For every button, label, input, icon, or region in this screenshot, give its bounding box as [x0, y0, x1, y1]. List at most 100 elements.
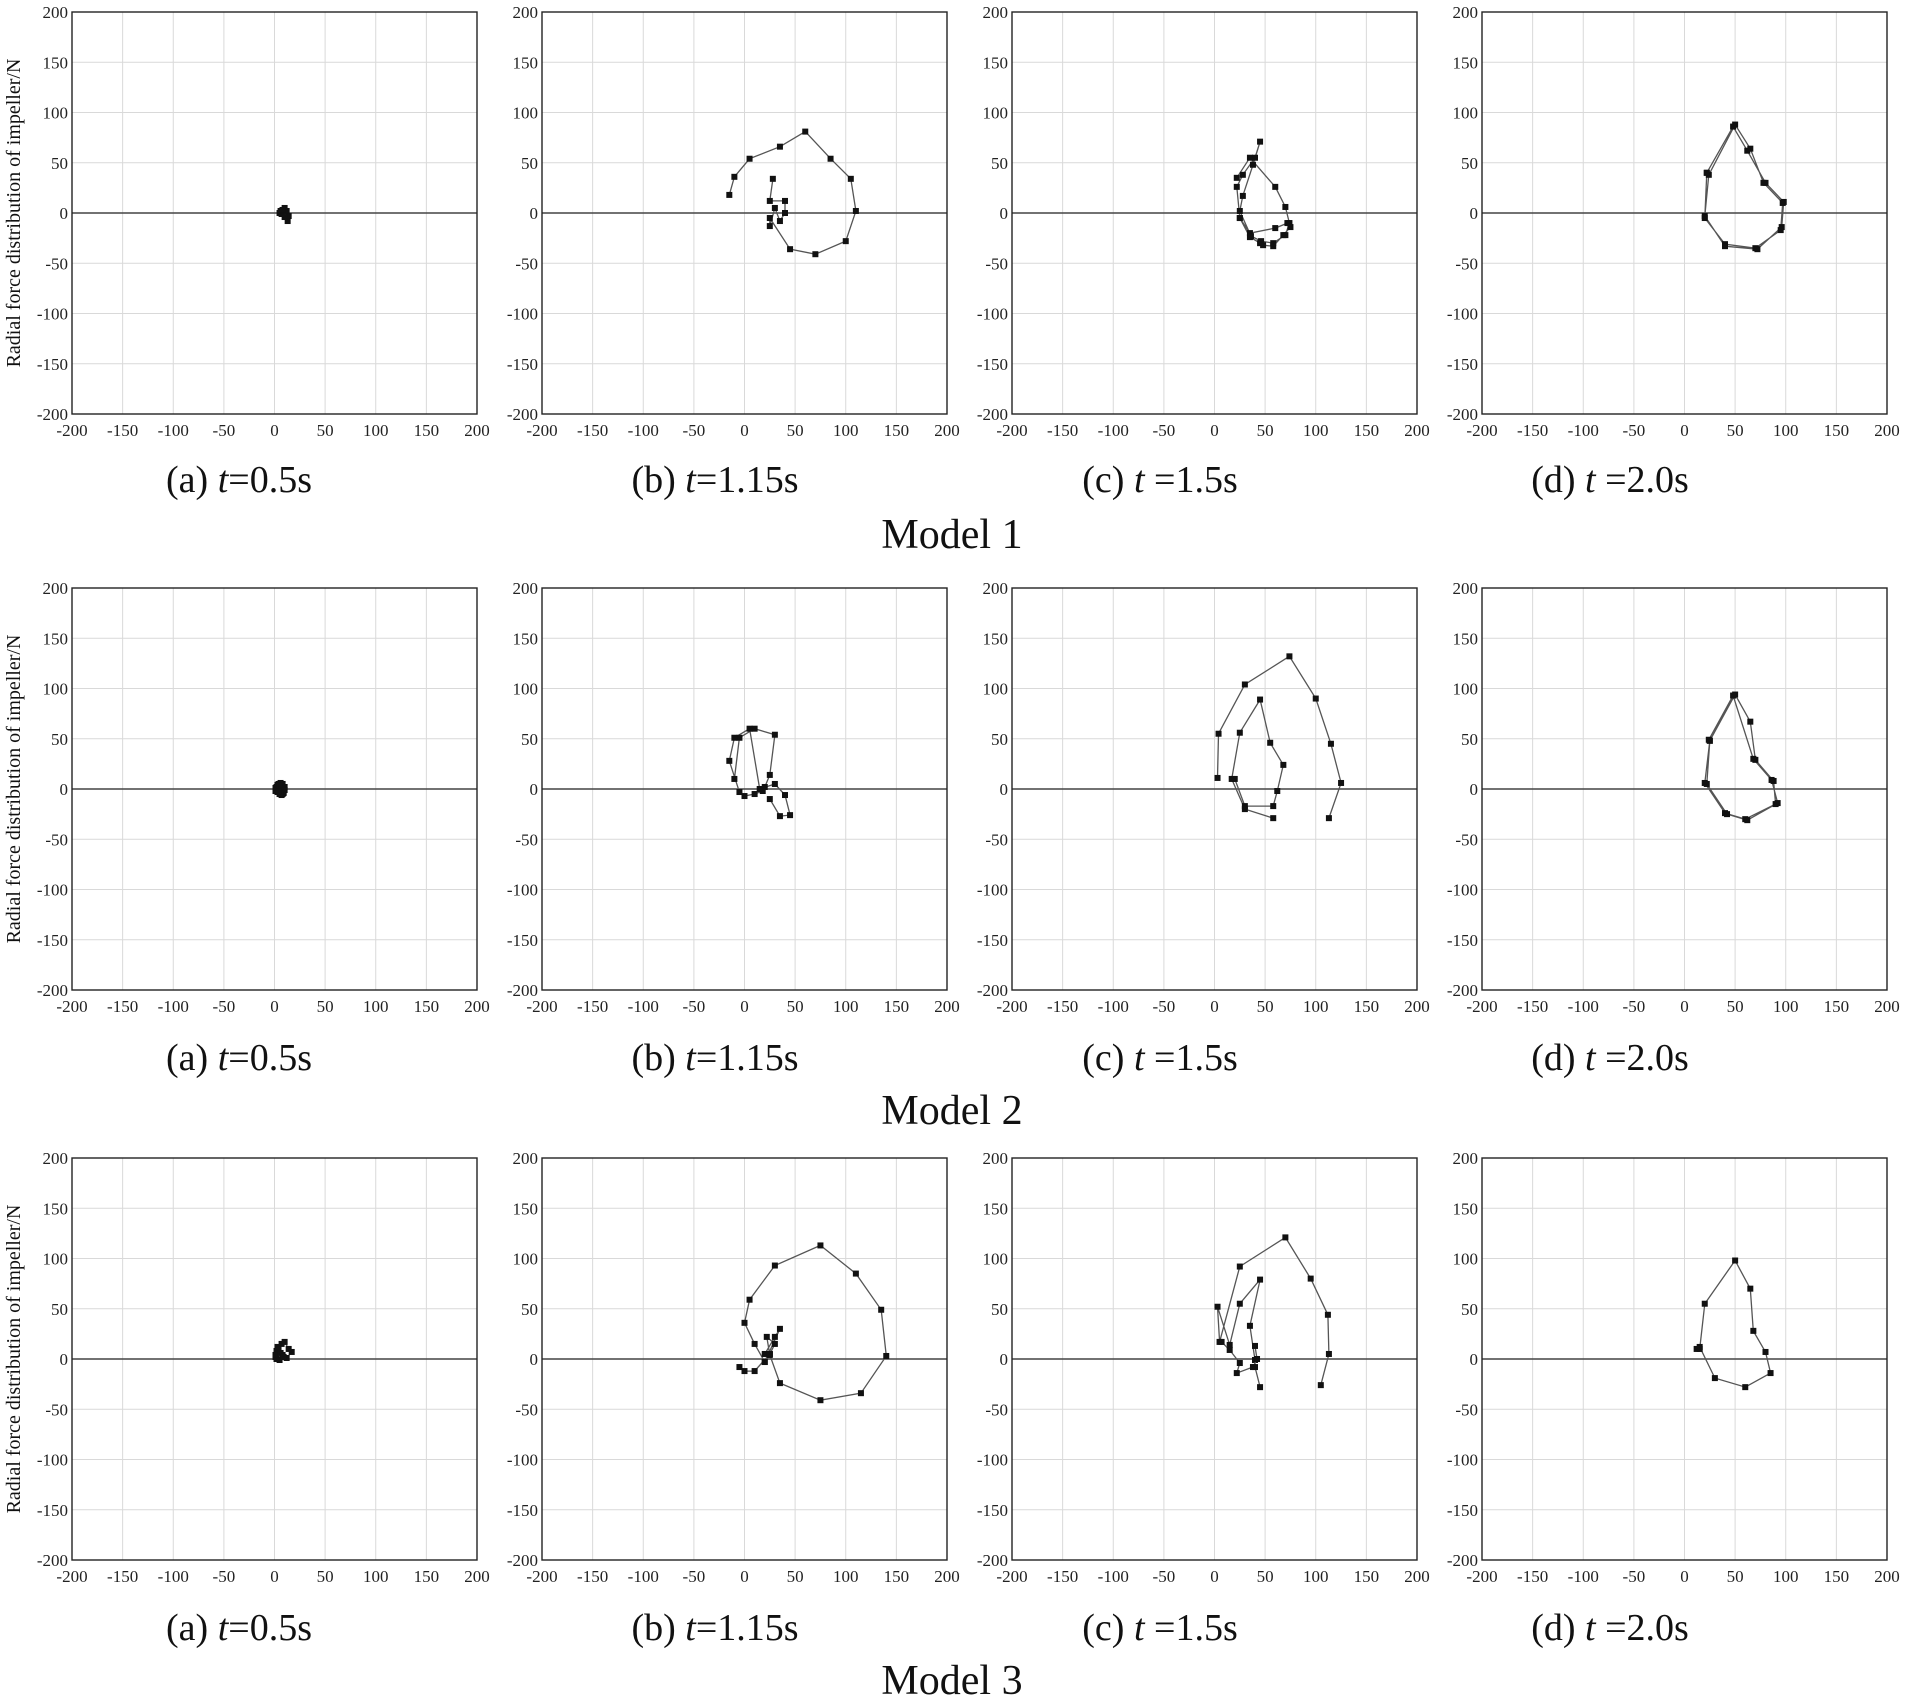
data-point-marker [1270, 240, 1277, 247]
x-tick-label: -100 [1568, 997, 1599, 1016]
y-tick-label: -100 [977, 1451, 1008, 1470]
x-tick-label: -50 [213, 421, 236, 440]
y-tick-label: 0 [1470, 204, 1479, 223]
data-point-marker [1744, 817, 1751, 824]
x-tick-label: -50 [683, 421, 706, 440]
y-axis-label: Radial force distribution of impeller/N [3, 635, 25, 944]
data-point-marker [1730, 123, 1737, 130]
x-tick-label: -150 [1047, 1567, 1078, 1586]
y-tick-label: 50 [991, 154, 1008, 173]
data-point-marker [1246, 230, 1253, 237]
x-tick-label: 200 [464, 997, 490, 1016]
chart-panel-m1-3: -200 -150 -100 -50 0 50 100 150 200 200 150 100 50 0 -… [977, 3, 1430, 440]
data-point-marker [1693, 1345, 1700, 1352]
x-tick-label: 0 [1680, 997, 1689, 1016]
data-point-marker [842, 238, 849, 245]
chart-panel-m1-1: -200 -150 -100 -50 0 50 100 150 200 200 150 100 50 0 -… [3, 3, 490, 440]
chart-panel-m2-3: -200 -150 -100 -50 0 50 100 150 200 200 150 100 50 0 -… [977, 579, 1430, 1016]
x-tick-label: -50 [683, 1567, 706, 1586]
x-tick-label: -100 [1098, 997, 1129, 1016]
y-tick-label: 200 [43, 1149, 69, 1168]
x-tick-label: 100 [363, 421, 389, 440]
data-point-marker [278, 211, 285, 218]
data-point-marker [878, 1306, 885, 1313]
x-tick-label: 150 [884, 997, 910, 1016]
y-tick-label: -150 [977, 931, 1008, 950]
y-tick-label: 100 [1453, 680, 1479, 699]
data-point-marker [1282, 1234, 1289, 1241]
x-tick-label: -50 [1153, 997, 1176, 1016]
data-point-marker [276, 782, 283, 789]
y-tick-label: 100 [43, 680, 69, 699]
y-tick-label: -200 [37, 981, 68, 1000]
x-tick-label: -50 [683, 997, 706, 1016]
data-point-marker [1246, 1322, 1253, 1329]
x-tick-label: -50 [1623, 997, 1646, 1016]
x-tick-label: 0 [1210, 997, 1219, 1016]
y-tick-label: -50 [45, 830, 68, 849]
series-line [728, 130, 857, 255]
data-point-marker [1239, 192, 1246, 199]
data-point-marker [1260, 242, 1267, 249]
data-point-marker [771, 1333, 778, 1340]
y-tick-label: 200 [1453, 579, 1479, 598]
y-tick-label: -200 [37, 405, 68, 424]
data-point-marker [883, 1352, 890, 1359]
x-tick-label: -50 [1153, 421, 1176, 440]
y-tick-label: 150 [1453, 629, 1479, 648]
x-tick-label: 200 [934, 1567, 960, 1586]
chart-panel-m1-4: -200 -150 -100 -50 0 50 100 150 200 200 150 100 50 0 -… [1447, 3, 1900, 440]
x-tick-label: -50 [1153, 1567, 1176, 1586]
data-point-marker [1338, 779, 1345, 786]
data-point-marker [276, 1357, 283, 1364]
caption-model3-d: (d) t =2.0s [1531, 1607, 1689, 1649]
x-tick-label: 50 [317, 997, 334, 1016]
data-point-marker [279, 780, 286, 787]
plot-frame [1011, 587, 1418, 991]
y-tick-label: 150 [1453, 1199, 1479, 1218]
x-tick-label: -50 [1623, 1567, 1646, 1586]
data-point-marker [1239, 171, 1246, 178]
data-point-marker [1705, 736, 1712, 743]
x-tick-label: 50 [317, 421, 334, 440]
data-point-marker [751, 725, 758, 732]
data-point-marker [1236, 1360, 1243, 1367]
y-tick-label: -50 [1455, 830, 1478, 849]
data-point-marker [776, 143, 783, 150]
y-tick-label: -100 [1447, 881, 1478, 900]
y-tick-label: -200 [1447, 981, 1478, 1000]
model-2-panels: (a) t=0.5s (b) t=1.15s (c) t =1.5s (d) t… [166, 1037, 1689, 1134]
data-point-marker [771, 1262, 778, 1269]
data-point-marker [1214, 774, 1221, 781]
x-tick-label: 200 [464, 421, 490, 440]
data-point-marker [1252, 1342, 1258, 1349]
x-tick-label: 100 [1773, 421, 1799, 440]
y-tick-label: 150 [983, 53, 1009, 72]
data-point-marker [1247, 233, 1254, 240]
y-tick-label: 0 [1000, 1350, 1009, 1369]
y-tick-label: 150 [513, 53, 539, 72]
data-point-marker [741, 1319, 748, 1326]
x-tick-label: 100 [833, 997, 859, 1016]
series-line [728, 727, 791, 817]
data-point-marker [787, 246, 794, 253]
data-point-marker [761, 783, 768, 790]
x-tick-label: 150 [414, 997, 440, 1016]
data-point-marker [1249, 161, 1256, 168]
y-tick-label: -200 [507, 1551, 538, 1570]
x-tick-label: -200 [526, 1567, 557, 1586]
y-tick-label: -150 [37, 931, 68, 950]
data-point-marker [1233, 174, 1240, 181]
data-point-marker [1317, 1382, 1324, 1389]
data-point-marker [1215, 730, 1222, 737]
y-tick-label: 100 [983, 680, 1009, 699]
data-point-marker [1747, 1285, 1754, 1292]
data-point-marker [1226, 1346, 1233, 1353]
data-point-marker [1241, 803, 1248, 810]
x-tick-label: -200 [1466, 1567, 1497, 1586]
data-point-marker [761, 1350, 768, 1357]
x-tick-label: 150 [1354, 1567, 1380, 1586]
data-point-marker [817, 1242, 824, 1249]
x-tick-label: 50 [1727, 1567, 1744, 1586]
data-point-marker [279, 206, 286, 213]
